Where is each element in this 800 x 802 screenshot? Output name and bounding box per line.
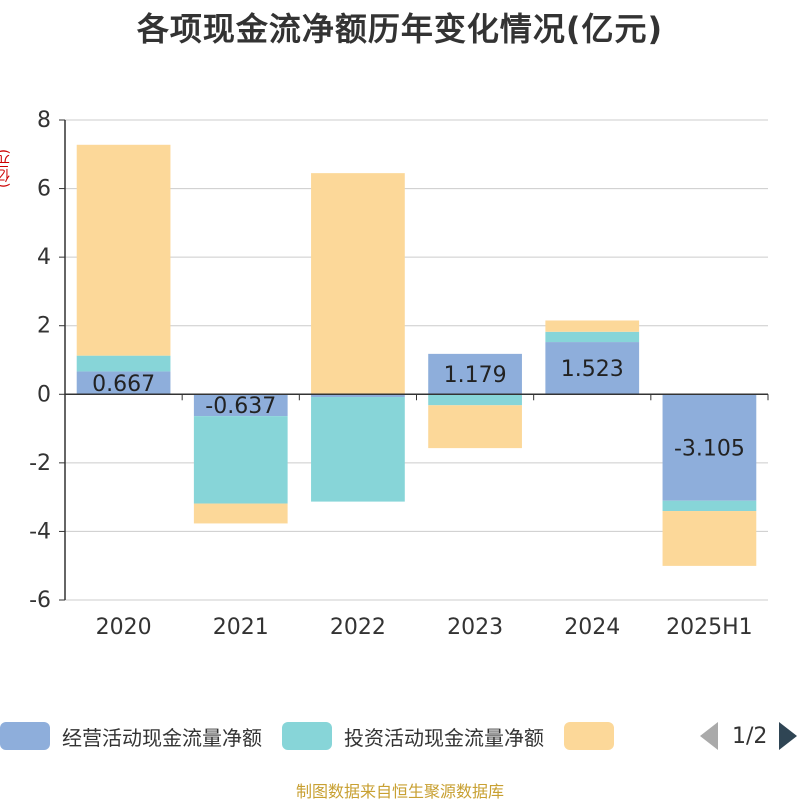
legend-swatch-operating (0, 722, 50, 750)
legend: 经营活动现金流量净额 投资活动现金流量净额 1/2 (0, 716, 800, 756)
data-label: -3.105 (674, 437, 745, 462)
x-tick-label: 2022 (330, 615, 386, 640)
bar-2023-series-0 (428, 353, 522, 395)
chart-title: 各项现金流净额历年变化情况(亿元) (136, 10, 664, 48)
y-tick-label: -4 (29, 519, 51, 544)
x-tick-label: 2025H1 (666, 615, 753, 640)
legend-label-investing: 投资活动现金流量净额 (344, 725, 544, 750)
legend-item-investing[interactable]: 投资活动现金流量净额 (282, 722, 544, 751)
bar-chart: 8 6 4 2 0 -2 -4 -6 2020 2021 2022 2023 2024 2025H1 0.6… (29, 108, 769, 640)
bar-2021-series-2 (193, 503, 288, 524)
bar-2020-series-1 (76, 355, 171, 372)
x-tick-label: 2021 (213, 615, 269, 640)
bar-2020-series-0 (76, 371, 171, 395)
bar-2024-series-0 (545, 342, 640, 395)
y-tick-label: 6 (37, 177, 51, 202)
data-label: -0.637 (205, 394, 276, 419)
legend-page-indicator: 1/2 (732, 723, 768, 749)
legend-swatch-third (564, 722, 614, 750)
bar-2021-series-1 (193, 416, 288, 504)
y-tick-label: 4 (37, 245, 51, 270)
legend-swatch-investing (282, 722, 332, 750)
bar-2024-series-1 (545, 331, 640, 343)
y-tick-label: 0 (37, 382, 51, 407)
bar-2023-series-2 (428, 405, 522, 449)
legend-item-third[interactable] (564, 722, 626, 750)
legend-next-page-icon[interactable] (779, 722, 798, 750)
data-source-note: 制图数据来自恒生聚源数据库 (295, 782, 504, 801)
bar-2020-series-2 (76, 144, 171, 356)
data-label: 1.523 (561, 357, 624, 382)
legend-item-operating[interactable]: 经营活动现金流量净额 (0, 722, 262, 751)
bar-2025H1-series-2 (662, 511, 757, 566)
bar-2025H1-series-1 (662, 500, 757, 512)
bar-2022-series-0 (311, 394, 405, 398)
y-tick-label: 8 (37, 108, 51, 133)
legend-pager: 1/2 (700, 716, 798, 756)
x-tick-label: 2023 (447, 615, 503, 640)
bar-2022-series-2 (311, 173, 405, 395)
bar-2025H1-series-0 (662, 394, 757, 501)
legend-label-operating: 经营活动现金流量净额 (62, 725, 262, 750)
bar-2024-series-2 (545, 320, 640, 332)
y-tick-label: 2 (37, 314, 51, 339)
legend-prev-page-icon[interactable] (700, 722, 718, 750)
x-tick-label: 2020 (96, 615, 152, 640)
data-label: 1.179 (444, 363, 507, 388)
y-tick-label: -2 (29, 451, 51, 476)
bar-2023-series-1 (428, 394, 522, 406)
x-tick-label: 2024 (564, 615, 620, 640)
y-tick-label: -6 (29, 588, 51, 613)
data-label: 0.667 (92, 372, 155, 397)
bar-2022-series-1 (311, 397, 405, 502)
bar-2021-series-0 (193, 394, 288, 417)
